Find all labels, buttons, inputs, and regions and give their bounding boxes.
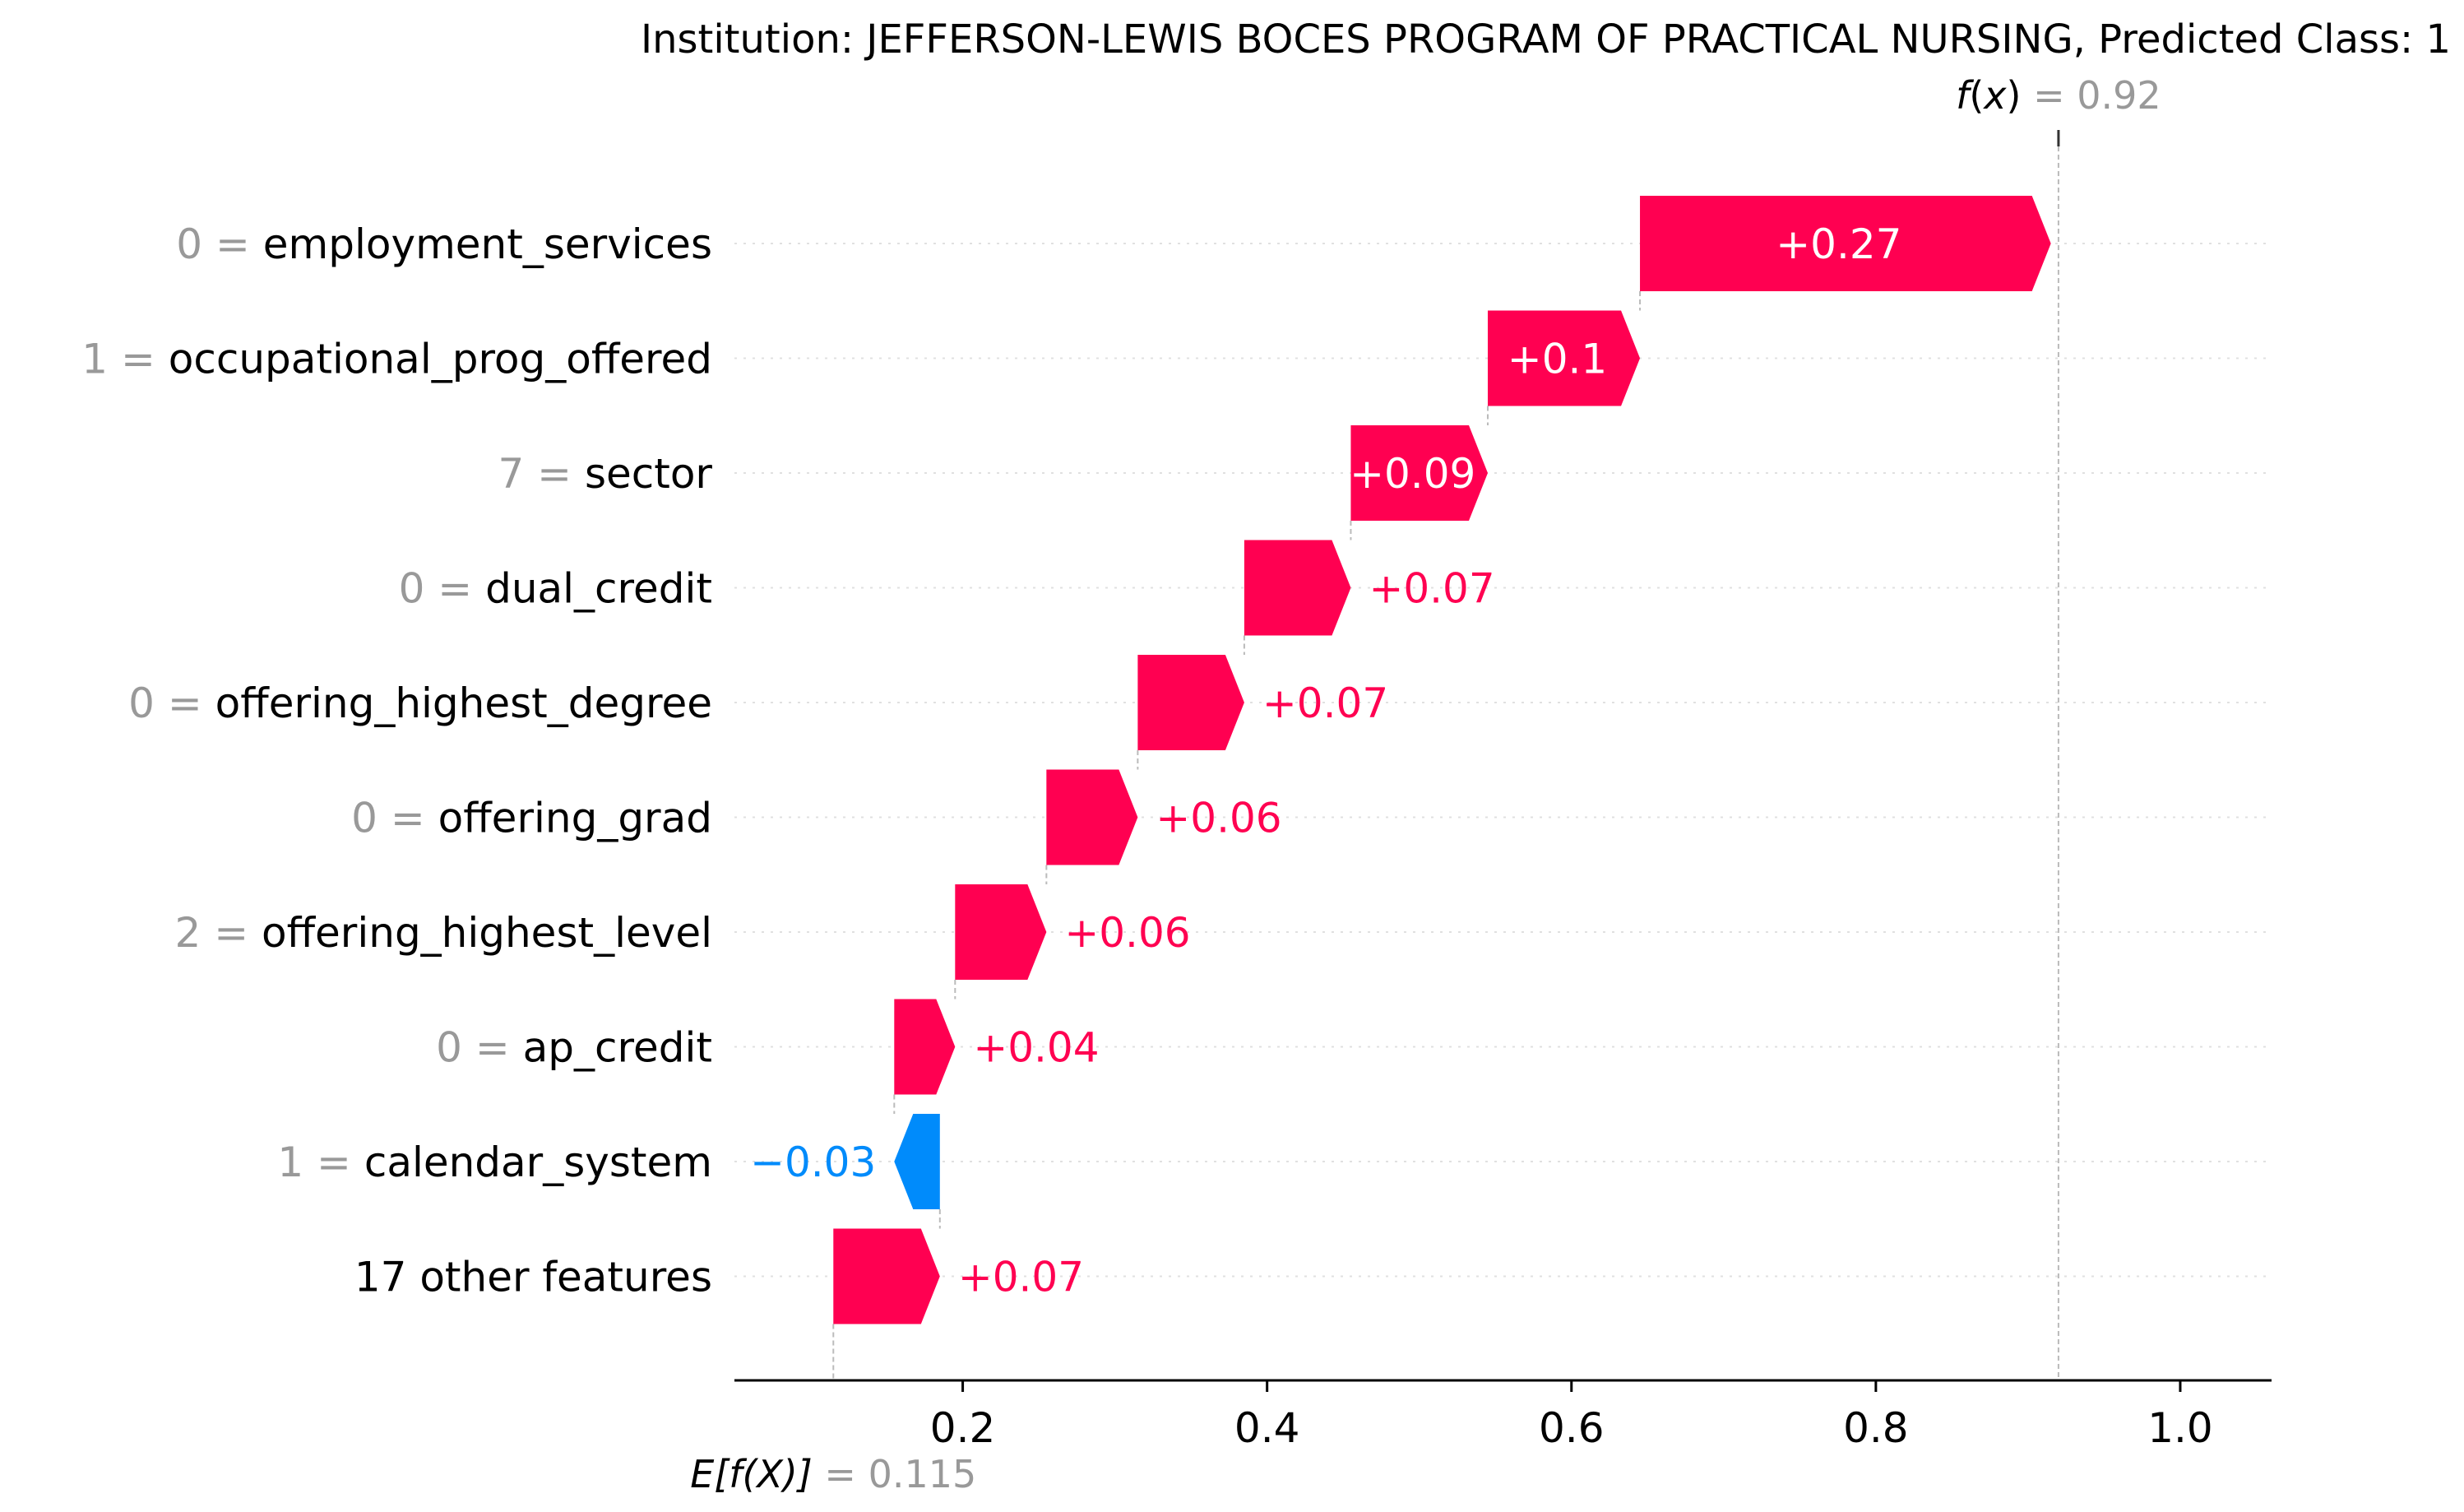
feature-name: employment_services (263, 220, 712, 268)
x-tick-label: 0.4 (1234, 1404, 1300, 1452)
x-tick-label: 1.0 (2147, 1404, 2213, 1452)
contribution-bar (1640, 196, 2051, 291)
bar-value-label: +0.07 (1369, 565, 1494, 613)
feature-value: 1 = (277, 1139, 364, 1186)
contribution-bar (1137, 655, 1244, 750)
x-tick-label: 0.8 (1843, 1404, 1909, 1452)
feature-label: 1 = occupational_prog_offered (81, 336, 712, 383)
fx-annotation: f(x) = 0.92 (1956, 73, 2161, 118)
base-value: = 0.115 (813, 1452, 976, 1496)
feature-label: 0 = ap_credit (436, 1024, 712, 1072)
feature-name: sector (585, 450, 712, 498)
x-tick-label: 0.2 (930, 1404, 996, 1452)
feature-name: offering_grad (438, 795, 712, 842)
bar-value-label: −0.03 (750, 1139, 876, 1186)
x-axis: 0.2 0.4 0.6 0.8 1.0 f(x) = 0.92 E[f(X)] = 0.11… (690, 73, 2272, 1496)
feature-name: dual_credit (485, 565, 712, 613)
connector-lines (832, 130, 2060, 1380)
feature-labels: +0.27 0 = employment_services +0.1 1 = occu… (81, 220, 1901, 1301)
feature-label: 0 = dual_credit (399, 565, 712, 613)
feature-label: 7 = sector (498, 450, 712, 498)
bar-value-label: +0.04 (973, 1024, 1099, 1072)
feature-value: 0 = (176, 220, 263, 268)
feature-name: offering_highest_level (262, 909, 712, 957)
contribution-bar (894, 999, 956, 1095)
feature-name: offering_highest_degree (215, 679, 712, 727)
bar-value-label-inside: +0.27 (1776, 220, 1901, 268)
contribution-bar (1244, 540, 1351, 636)
chart-title: Institution: JEFFERSON-LEWIS BOCES PROGR… (641, 16, 2451, 63)
bar-value-label-inside: +0.1 (1508, 336, 1607, 383)
contribution-bar (833, 1228, 940, 1324)
feature-value: 7 = (498, 450, 585, 498)
x-tick-label: 0.6 (1539, 1404, 1605, 1452)
feature-label: 0 = offering_grad (351, 795, 712, 842)
contribution-bar (1350, 425, 1488, 521)
contribution-bar (955, 884, 1047, 980)
contribution-bar (1487, 310, 1641, 406)
fx-paren-close: ) (2007, 73, 2022, 118)
feature-label: 0 = employment_services (176, 220, 712, 268)
feature-label: 17 other features (354, 1254, 712, 1301)
bar-value-label: +0.06 (1064, 909, 1190, 957)
base-annotation: E[f(X)] = 0.115 (690, 1452, 976, 1496)
bar-value-label: +0.07 (1262, 679, 1388, 727)
bar-value-label: +0.07 (958, 1254, 1084, 1301)
feature-value: 0 = (436, 1024, 523, 1072)
contribution-bar (894, 1114, 940, 1209)
feature-name: 17 other features (354, 1254, 712, 1301)
feature-label: 2 = offering_highest_level (175, 909, 713, 957)
feature-value: 2 = (175, 909, 262, 957)
bar-value-label-inside: +0.09 (1350, 450, 1475, 498)
contribution-bars (833, 196, 2051, 1324)
feature-value: 0 = (399, 565, 486, 613)
feature-value: 0 = (128, 679, 215, 727)
feature-name: ap_credit (523, 1024, 712, 1072)
fx-var: x (1982, 73, 2007, 118)
feature-name: occupational_prog_offered (169, 336, 712, 383)
fx-value: = 0.92 (2021, 73, 2161, 118)
feature-label: 1 = calendar_system (277, 1139, 712, 1186)
base-func: E[f(X)] (690, 1452, 813, 1496)
feature-name: calendar_system (364, 1139, 712, 1186)
feature-value: 1 = (81, 336, 169, 383)
contribution-bar (1046, 769, 1138, 865)
feature-value: 0 = (351, 795, 438, 842)
bar-value-label: +0.06 (1156, 795, 1281, 842)
feature-label: 0 = offering_highest_degree (128, 679, 712, 727)
fx-paren-open: ( (1969, 73, 1984, 118)
